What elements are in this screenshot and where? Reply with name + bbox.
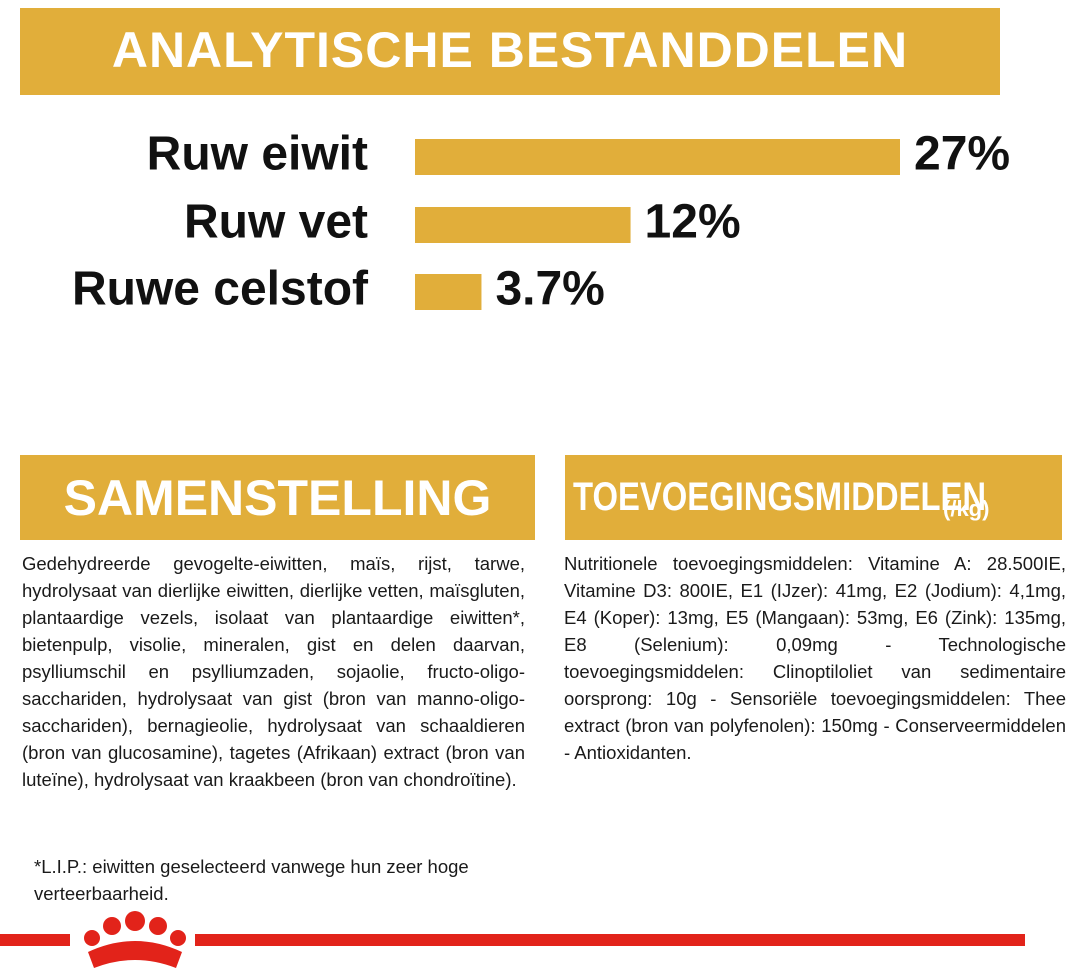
additives-header: TOEVOEGINGSMIDDELEN (/kg) — [565, 455, 1062, 540]
title-banner — [20, 8, 1000, 95]
bar — [415, 139, 900, 175]
category-label: Ruw eiwit — [147, 128, 368, 181]
bar — [415, 207, 631, 243]
footer-line — [195, 934, 1025, 946]
category-label: Ruwe celstof — [72, 263, 369, 316]
value-label: 3.7% — [495, 263, 604, 316]
additives-text: Nutritionele toevoegingsmiddelen: Vitami… — [564, 553, 1066, 763]
value-label: 27% — [914, 128, 1010, 181]
value-label: 12% — [645, 196, 741, 249]
composition-text: Gedehydreerde gevogelte-eiwitten, maïs, … — [22, 553, 525, 790]
footer-line — [0, 934, 70, 946]
additives-unit: (/kg) — [943, 496, 990, 521]
category-label: Ruw vet — [184, 196, 368, 249]
composition-title: SAMENSTELLING — [20, 455, 535, 540]
chart: ANALYTISCHE BESTANDDELEN Ruw eiwit 27% Ruw… — [20, 8, 1010, 316]
chart-title: ANALYTISCHE BESTANDDELEN — [112, 22, 908, 78]
additives-title: TOEVOEGINGSMIDDELEN — [573, 475, 987, 519]
bar — [415, 274, 482, 310]
crown-logo — [84, 911, 186, 968]
composition-footnote: *L.I.P.: eiwitten geselecteerd vanwege h… — [34, 856, 469, 904]
